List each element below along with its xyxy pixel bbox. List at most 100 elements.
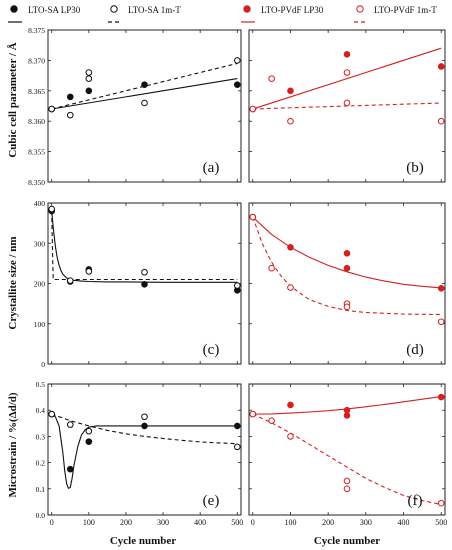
panel-label: (f) <box>408 493 423 509</box>
data-point <box>287 243 294 251</box>
data-point <box>268 417 275 424</box>
legend-label: LTO-PVdF 1m-T <box>374 5 437 15</box>
y-tick-label: 0.1 <box>36 485 46 494</box>
fit-line <box>252 216 442 289</box>
legend-label: LTO-PVdF LP30 <box>261 5 324 15</box>
xlabel-right: Cycle number <box>314 535 380 547</box>
data-point <box>85 438 93 445</box>
x-tick-label: 400 <box>398 518 410 527</box>
legend-label: LTO-SA LP30 <box>28 5 81 15</box>
x-tick-label: 200 <box>322 518 334 527</box>
fit-line <box>51 413 238 445</box>
legend-marker <box>10 5 18 13</box>
data-point <box>141 422 148 430</box>
y-tick-label: 8.350 <box>28 178 45 187</box>
plot-frame <box>47 383 242 516</box>
data-point <box>437 285 445 292</box>
data-point <box>85 69 93 76</box>
data-point <box>233 81 241 89</box>
y-tick-label: 0.3 <box>36 432 46 441</box>
data-point <box>48 105 56 113</box>
data-point <box>268 264 275 272</box>
data-point <box>343 485 351 493</box>
ylabel-crystallite-size: Crystallite size / nm <box>7 236 19 329</box>
data-point <box>437 393 445 401</box>
x-tick-label: 0 <box>251 518 255 527</box>
x-tick-label: 100 <box>284 518 296 527</box>
data-point <box>85 87 93 95</box>
data-point <box>343 69 351 76</box>
plot-frame <box>47 29 242 183</box>
data-point <box>287 401 294 409</box>
x-tick-label: 200 <box>120 518 132 527</box>
panel-a: 8.350 8.355 8.360 8.365 8.370 8.375 (a) <box>28 26 242 187</box>
x-tick-label: 300 <box>157 518 169 527</box>
data-point <box>48 410 56 418</box>
data-point <box>437 117 445 125</box>
y-tick-label: 400 <box>34 199 46 208</box>
x-tick-label: 500 <box>231 518 243 527</box>
data-point <box>141 281 148 288</box>
y-tick-label: 8.375 <box>28 26 45 35</box>
plot-frame <box>248 29 446 183</box>
data-point <box>437 318 445 326</box>
data-point <box>233 282 241 289</box>
plot-frame <box>248 383 446 516</box>
panel-label: (d) <box>406 342 424 358</box>
ylabel-cell-parameter: Cubic cell parameter / Å <box>7 42 19 157</box>
y-tick-label: 8.365 <box>28 87 45 96</box>
legend-item: LTO-PVdF LP30 <box>241 5 324 23</box>
data-point <box>85 427 93 435</box>
y-tick-label: 0.5 <box>36 380 46 389</box>
panel-c: 0 100 200 300 400 (c) <box>34 199 242 369</box>
ylabel-microstrain: Microstrain / %(Δd/d) <box>7 392 19 497</box>
fit-line <box>51 413 238 490</box>
data-point <box>66 93 74 101</box>
data-point <box>437 63 445 70</box>
data-point <box>249 105 257 113</box>
data-point <box>343 303 351 311</box>
plot-frame <box>248 202 446 365</box>
panel-b: (b) <box>248 29 446 183</box>
panel-f: 0 100 200 300 400 500 (f) <box>248 383 447 527</box>
data-point <box>233 57 241 64</box>
y-tick-label: 200 <box>34 280 46 289</box>
data-point <box>66 277 74 284</box>
y-tick-label: 8.355 <box>28 148 45 157</box>
data-point <box>141 99 148 107</box>
legend-marker <box>110 5 118 13</box>
data-point <box>287 117 294 125</box>
data-point <box>141 413 148 421</box>
data-point <box>343 99 351 107</box>
legend-item: LTO-SA LP30 <box>8 5 81 23</box>
legend: LTO-SA LP30 LTO-SA 1m-T LTO-PVdF LP30 LTO-P… <box>8 5 437 23</box>
data-point <box>287 284 294 291</box>
y-tick-label: 100 <box>34 320 46 329</box>
data-point <box>343 264 351 272</box>
data-point <box>233 443 241 451</box>
x-tick-label: 500 <box>435 518 447 527</box>
data-point <box>343 51 351 58</box>
panel-label: (b) <box>406 160 424 176</box>
data-point <box>343 412 351 419</box>
data-point <box>141 268 148 276</box>
xlabel-left: Cycle number <box>110 535 176 547</box>
data-point <box>249 410 257 418</box>
y-tick-label: 300 <box>34 239 46 248</box>
x-tick-label: 400 <box>194 518 206 527</box>
y-tick-label: 0.4 <box>36 406 46 415</box>
legend-label: LTO-SA 1m-T <box>128 5 181 15</box>
y-tick-label: 8.370 <box>28 56 45 65</box>
legend-marker <box>356 5 364 13</box>
panel-label: (c) <box>203 342 220 358</box>
data-point <box>85 268 93 275</box>
data-point <box>66 421 74 428</box>
x-tick-label: 0 <box>50 518 54 527</box>
legend-marker <box>243 5 251 13</box>
y-tick-label: 8.360 <box>28 117 45 126</box>
data-point <box>437 499 445 507</box>
panel-label: (a) <box>203 160 220 176</box>
fit-line <box>51 62 238 110</box>
data-point <box>287 87 294 95</box>
